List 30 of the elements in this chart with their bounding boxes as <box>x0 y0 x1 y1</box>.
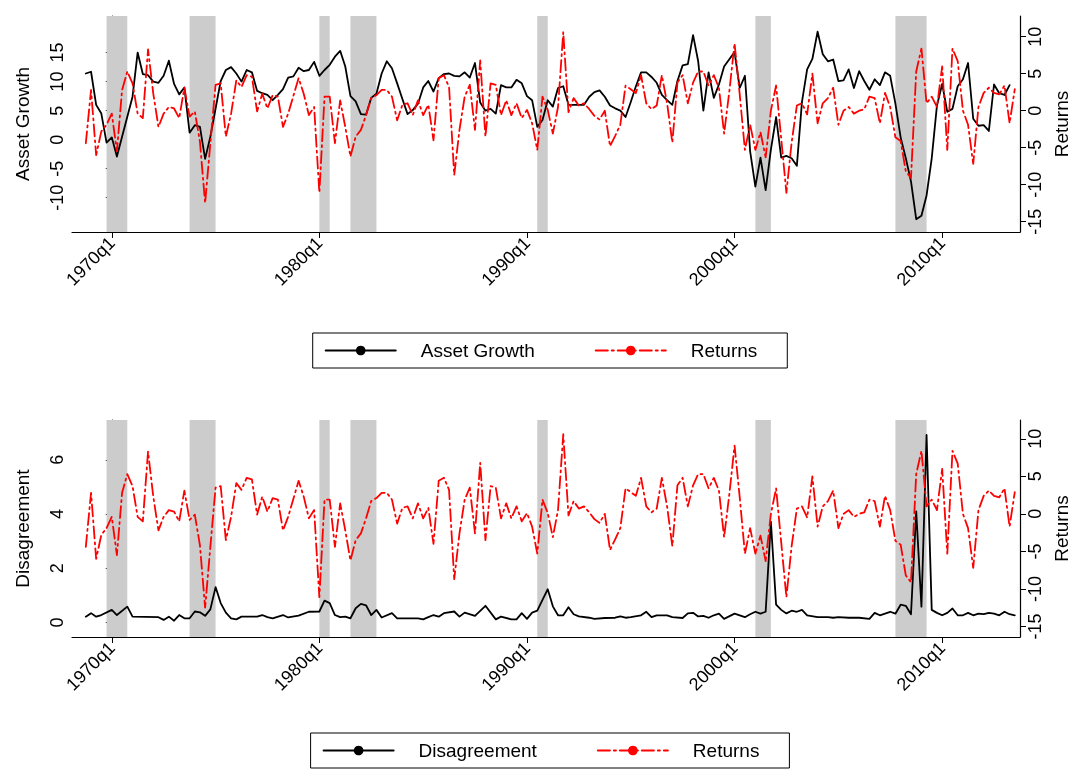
y-axis-title: Disagreement <box>12 468 33 588</box>
y-tick-label: -10 <box>47 184 67 211</box>
y2-tick-label: 10 <box>1025 26 1045 47</box>
y2-tick-label: 5 <box>1025 68 1045 79</box>
y2-axis-title: Returns <box>1051 90 1072 158</box>
y2-tick-label: 0 <box>1025 105 1045 116</box>
y2-tick-label: -10 <box>1025 575 1045 602</box>
y-tick-label: 0 <box>47 134 67 145</box>
legend-label: Returns <box>692 740 760 761</box>
y-tick-label: 2 <box>47 563 67 574</box>
y2-tick-label: -5 <box>1025 139 1045 156</box>
y2-tick-label: -10 <box>1025 171 1045 198</box>
y2-tick-label: -15 <box>1025 208 1045 235</box>
y2-tick-label: 0 <box>1025 508 1045 519</box>
legend-label: Asset Growth <box>420 340 535 361</box>
y-tick-label: -5 <box>47 160 67 177</box>
legend-label: Disagreement <box>418 740 538 761</box>
y-tick-label: 10 <box>47 71 67 92</box>
legend-label: Returns <box>690 340 758 361</box>
y-axis-title: Asset Growth <box>12 66 33 182</box>
y2-tick-label: -15 <box>1025 613 1045 640</box>
y2-tick-label: 10 <box>1025 428 1045 449</box>
y2-axis-title: Returns <box>1051 495 1072 562</box>
y-tick-label: 5 <box>47 105 67 116</box>
y-tick-label: 4 <box>47 509 67 520</box>
y-tick-label: 6 <box>47 454 67 465</box>
y-tick-label: 0 <box>47 617 67 628</box>
y2-tick-label: -5 <box>1025 543 1045 560</box>
y2-tick-label: 5 <box>1025 471 1045 482</box>
y-tick-label: 15 <box>47 42 67 63</box>
